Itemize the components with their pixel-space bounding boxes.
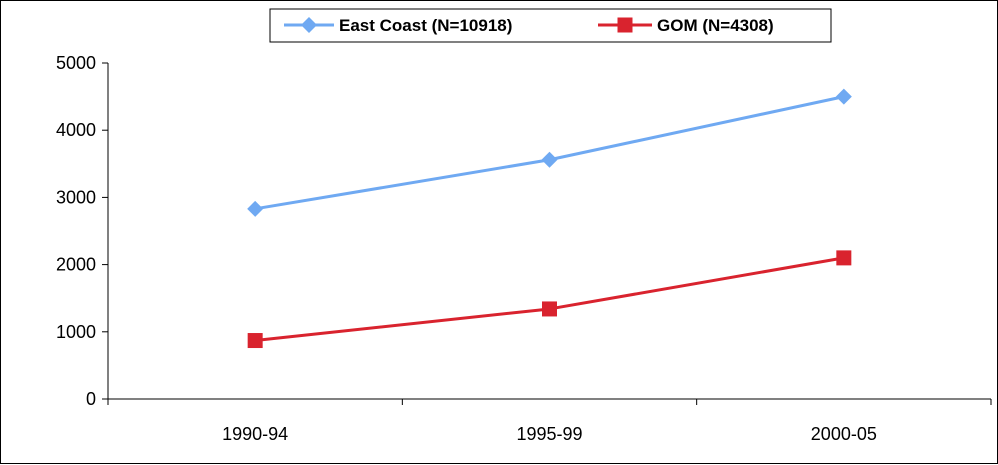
x-tick-label: 1995-99 <box>516 424 582 444</box>
legend-label-0: East Coast (N=10918) <box>339 16 512 35</box>
data-point <box>541 151 558 168</box>
series-line-1 <box>255 256 845 343</box>
y-tick-label: 4000 <box>56 120 96 140</box>
legend-box <box>269 8 832 43</box>
y-tick-label: 3000 <box>56 187 96 207</box>
series-layer <box>247 88 852 349</box>
y-tick-label: 5000 <box>56 53 96 73</box>
data-point <box>247 200 264 217</box>
x-tick-label: 1990-94 <box>222 424 288 444</box>
legend: East Coast (N=10918) GOM (N=4308) <box>269 8 832 43</box>
y-tick-label: 0 <box>86 389 96 409</box>
data-point <box>542 301 557 317</box>
legend-label-1: GOM (N=4308) <box>657 16 774 35</box>
legend-marker-0 <box>301 17 317 33</box>
y-tick-label: 2000 <box>56 255 96 275</box>
y-tick-label: 1000 <box>56 322 96 342</box>
data-point <box>835 88 852 105</box>
y-ticks: 0 1000 2000 3000 4000 5000 <box>56 53 108 409</box>
x-tick-label: 2000-05 <box>811 424 877 444</box>
data-point <box>836 250 852 266</box>
data-point <box>247 333 263 349</box>
x-ticks: 1990-94 1995-99 2000-05 <box>107 399 992 444</box>
axes <box>107 63 991 400</box>
legend-marker-1 <box>617 17 633 33</box>
